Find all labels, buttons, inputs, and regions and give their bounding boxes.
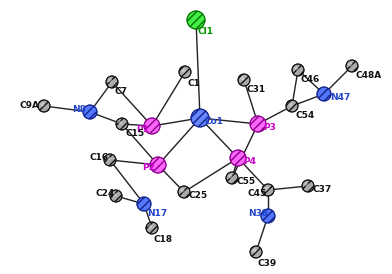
Circle shape	[83, 105, 97, 119]
Text: C1: C1	[188, 79, 201, 89]
Text: C45: C45	[248, 189, 267, 198]
Circle shape	[191, 109, 209, 127]
Text: C24: C24	[96, 189, 115, 198]
Circle shape	[346, 60, 358, 72]
Circle shape	[229, 174, 232, 179]
Circle shape	[286, 100, 298, 112]
Text: Cl1: Cl1	[198, 27, 214, 36]
Text: C7: C7	[115, 87, 128, 96]
Text: C55: C55	[237, 176, 256, 185]
Circle shape	[38, 100, 50, 112]
Circle shape	[262, 184, 274, 196]
Text: C31: C31	[247, 85, 266, 95]
Text: Co1: Co1	[205, 118, 224, 127]
Text: C9A: C9A	[20, 101, 40, 110]
Circle shape	[118, 120, 123, 125]
Text: C25: C25	[189, 190, 208, 199]
Circle shape	[238, 74, 250, 86]
Circle shape	[144, 118, 160, 134]
Circle shape	[40, 102, 45, 107]
Circle shape	[178, 186, 190, 198]
Text: N8: N8	[72, 104, 86, 113]
Circle shape	[149, 224, 152, 229]
Circle shape	[116, 118, 128, 130]
Circle shape	[104, 154, 116, 166]
Circle shape	[261, 209, 275, 223]
Text: P2: P2	[142, 164, 155, 173]
Circle shape	[264, 186, 269, 191]
Circle shape	[348, 62, 352, 67]
Circle shape	[187, 11, 205, 29]
Circle shape	[230, 150, 246, 166]
Text: P4: P4	[243, 156, 256, 165]
Circle shape	[317, 87, 331, 101]
Circle shape	[289, 102, 292, 107]
Circle shape	[146, 222, 158, 234]
Circle shape	[110, 190, 122, 202]
Circle shape	[226, 172, 238, 184]
Circle shape	[292, 64, 304, 76]
Text: N47: N47	[330, 93, 350, 101]
Circle shape	[180, 189, 185, 193]
Circle shape	[240, 76, 245, 81]
Circle shape	[109, 78, 113, 82]
Circle shape	[252, 249, 257, 253]
Text: N38: N38	[248, 209, 268, 218]
Text: C46: C46	[301, 76, 320, 84]
Text: C54: C54	[296, 110, 315, 119]
Circle shape	[181, 68, 185, 73]
Text: C15: C15	[126, 129, 145, 138]
Circle shape	[305, 182, 309, 187]
Text: C16: C16	[90, 153, 109, 161]
Circle shape	[137, 197, 151, 211]
Circle shape	[179, 66, 191, 78]
Text: P1: P1	[136, 124, 149, 133]
Circle shape	[302, 180, 314, 192]
Circle shape	[250, 246, 262, 258]
Circle shape	[106, 76, 118, 88]
Circle shape	[106, 156, 111, 161]
Circle shape	[294, 66, 299, 71]
Text: C39: C39	[258, 258, 277, 267]
Text: C18: C18	[154, 235, 173, 244]
Text: C48A: C48A	[356, 70, 382, 79]
Text: N17: N17	[147, 210, 167, 218]
Text: P3: P3	[263, 122, 276, 132]
Circle shape	[250, 116, 266, 132]
Text: C37: C37	[313, 184, 332, 193]
Circle shape	[150, 157, 166, 173]
Circle shape	[113, 192, 116, 197]
